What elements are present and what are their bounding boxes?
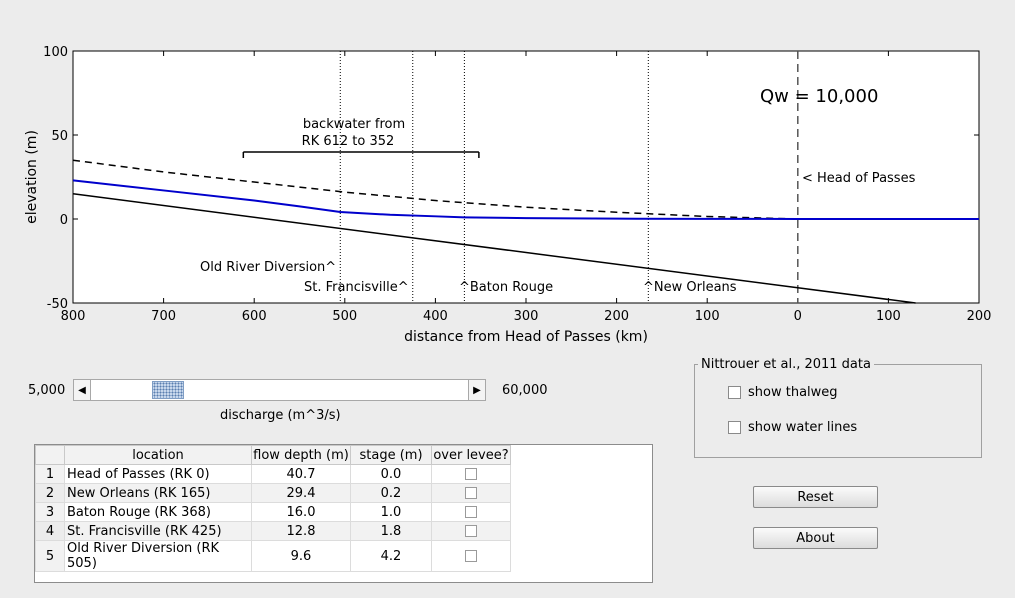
y-tick-label: 100 [43, 45, 68, 60]
flow-depth-cell[interactable]: 40.7 [251, 464, 351, 484]
discharge-slider[interactable]: ◀ ▶ [73, 379, 486, 401]
show-water-lines-label: show water lines [748, 420, 858, 435]
row-number: 3 [35, 502, 65, 522]
station-lines [339, 51, 799, 303]
slider-right-arrow-icon[interactable]: ▶ [468, 380, 485, 400]
x-axis-label: distance from Head of Passes (km) [404, 329, 648, 345]
over-levee-cell[interactable] [431, 464, 511, 484]
over-levee-header: over levee? [431, 445, 511, 465]
over-levee-cell[interactable] [431, 521, 511, 541]
location-cell[interactable]: Head of Passes (RK 0) [64, 464, 252, 484]
x-tick-label: 200 [967, 309, 992, 324]
over-levee-checkbox[interactable] [465, 506, 477, 518]
data-panel-title: Nittrouer et al., 2011 data [698, 357, 874, 372]
about-button[interactable]: About [753, 527, 878, 549]
x-tick-label: 100 [876, 309, 901, 324]
x-tick-label: 700 [151, 309, 176, 324]
row-number: 2 [35, 483, 65, 503]
over-levee-cell[interactable] [431, 540, 511, 572]
over-levee-checkbox[interactable] [465, 525, 477, 537]
backwater-bracket [242, 151, 480, 158]
results-table: location flow depth (m) stage (m) over l… [34, 444, 653, 583]
stage-cell[interactable]: 1.8 [350, 521, 432, 541]
slider-min-label: 5,000 [28, 383, 66, 398]
slider-thumb[interactable] [152, 381, 185, 399]
table-row[interactable]: 3 Baton Rouge (RK 368) 16.0 1.0 [35, 502, 511, 522]
x-tick-label: 500 [332, 309, 357, 324]
y-tick-label: -50 [47, 297, 68, 312]
x-tick-label: 800 [61, 309, 86, 324]
y-tick-label: 50 [51, 129, 68, 144]
profile-series [72, 159, 979, 304]
backwater-label-line2: RK 612 to 352 [302, 134, 395, 149]
y-tick-label: 0 [60, 213, 68, 228]
show-thalweg-checkbox[interactable]: show thalweg [728, 385, 838, 400]
row-number: 1 [35, 464, 65, 484]
row-number-header [35, 445, 65, 465]
x-tick-label: 200 [604, 309, 629, 324]
location-header: location [64, 445, 252, 465]
checkbox-box[interactable] [728, 386, 741, 399]
location-cell[interactable]: New Orleans (RK 165) [64, 483, 252, 503]
flow-depth-header: flow depth (m) [251, 445, 351, 465]
y-axis-label: elevation (m) [24, 130, 40, 224]
table-row[interactable]: 4 St. Francisville (RK 425) 12.8 1.8 [35, 521, 511, 541]
profile-plot: 800 700 600 500 400 300 200 100 0 100 200100500-50… [24, 45, 991, 345]
flow-depth-cell[interactable]: 12.8 [251, 521, 351, 541]
over-levee-checkbox[interactable] [465, 487, 477, 499]
stage-cell[interactable]: 0.2 [350, 483, 432, 503]
old-river-label: Old River Diversion^ [200, 260, 336, 275]
table-row[interactable]: 2 New Orleans (RK 165) 29.4 0.2 [35, 483, 511, 503]
slider-max-label: 60,000 [502, 383, 548, 398]
water-surface-line [72, 179, 979, 220]
table-row[interactable]: 1 Head of Passes (RK 0) 40.7 0.0 [35, 464, 511, 484]
flow-depth-cell[interactable]: 16.0 [251, 502, 351, 522]
location-cell[interactable]: Old River Diversion (RK 505) [64, 540, 252, 572]
levee-line [72, 159, 798, 220]
over-levee-cell[interactable] [431, 502, 511, 522]
table-header-row: location flow depth (m) stage (m) over l… [35, 445, 511, 465]
x-tick-label: 100 [695, 309, 720, 324]
row-number: 4 [35, 521, 65, 541]
stage-cell[interactable]: 0.0 [350, 464, 432, 484]
location-cell[interactable]: St. Francisville (RK 425) [64, 521, 252, 541]
head-of-passes-label: < Head of Passes [802, 171, 916, 186]
checkbox-box[interactable] [728, 421, 741, 434]
data-panel [694, 364, 982, 458]
x-tick-label: 0 [794, 309, 802, 324]
row-number: 5 [35, 540, 65, 572]
flow-depth-cell[interactable]: 29.4 [251, 483, 351, 503]
over-levee-checkbox[interactable] [465, 550, 477, 562]
plot-area [72, 50, 980, 304]
location-cell[interactable]: Baton Rouge (RK 368) [64, 502, 252, 522]
new-orleans-label: ^New Orleans [643, 280, 737, 295]
over-levee-checkbox[interactable] [465, 468, 477, 480]
over-levee-cell[interactable] [431, 483, 511, 503]
slider-caption: discharge (m^3/s) [220, 408, 341, 423]
reset-button[interactable]: Reset [753, 486, 878, 508]
slider-left-arrow-icon[interactable]: ◀ [74, 380, 91, 400]
table-row[interactable]: 5 Old River Diversion (RK 505) 9.6 4.2 [35, 540, 511, 572]
stage-cell[interactable]: 1.0 [350, 502, 432, 522]
x-tick-label: 300 [514, 309, 539, 324]
x-tick-label: 400 [423, 309, 448, 324]
show-thalweg-label: show thalweg [748, 385, 838, 400]
baton-rouge-label: ^Baton Rouge [459, 280, 553, 295]
show-water-lines-checkbox[interactable]: show water lines [728, 420, 857, 435]
backwater-label-line1: backwater from [303, 117, 405, 132]
bed-line [72, 193, 916, 304]
x-tick-label: 600 [242, 309, 267, 324]
discharge-title: Qw = 10,000 [760, 86, 878, 107]
st-francisville-label: St. Francisville^ [304, 280, 409, 295]
stage-cell[interactable]: 4.2 [350, 540, 432, 572]
flow-depth-cell[interactable]: 9.6 [251, 540, 351, 572]
stage-header: stage (m) [350, 445, 432, 465]
